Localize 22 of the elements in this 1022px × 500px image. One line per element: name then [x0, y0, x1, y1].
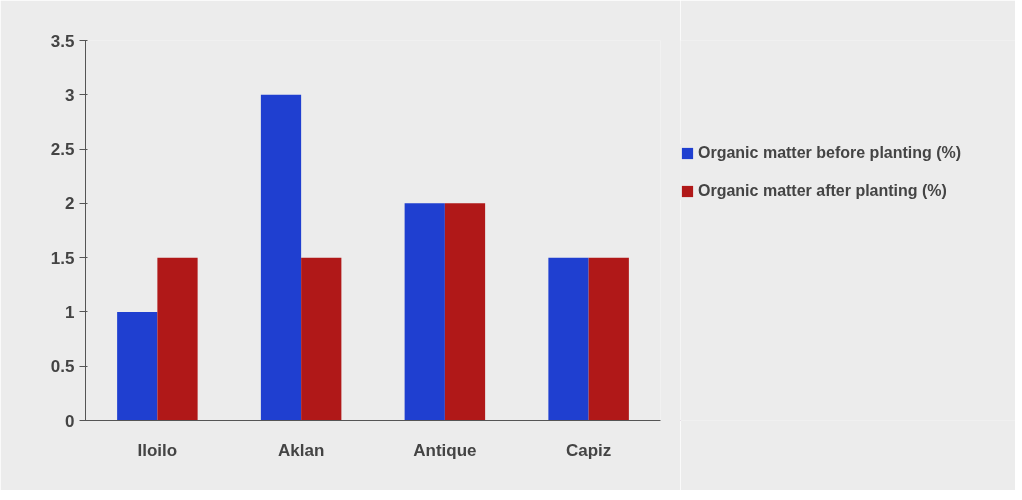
bar: [404, 203, 445, 421]
bar: [157, 257, 198, 421]
legend-label: Organic matter after planting (%): [698, 182, 947, 200]
bar: [301, 257, 342, 421]
y-tick-label: 3: [65, 85, 75, 105]
y-tick-label: 1.5: [50, 248, 75, 268]
y-tick-label: 3.5: [50, 31, 75, 51]
bar: [260, 94, 302, 421]
legend-label: Organic matter before planting (%): [698, 144, 962, 162]
bar: [548, 257, 589, 421]
x-tick-label: Iloilo: [137, 440, 178, 460]
bar: [588, 257, 629, 421]
y-tick-label: 1: [65, 302, 75, 322]
x-tick-label: Aklan: [277, 440, 325, 460]
y-tick-label: 2: [65, 194, 75, 214]
x-tick-label: Capiz: [565, 440, 612, 460]
y-tick-label: 0.5: [50, 357, 75, 377]
x-tick-label: Antique: [413, 440, 477, 460]
y-tick-label: 0: [65, 411, 75, 431]
bar: [117, 311, 158, 421]
y-tick-label: 2.5: [50, 140, 75, 160]
bar: [444, 203, 486, 421]
